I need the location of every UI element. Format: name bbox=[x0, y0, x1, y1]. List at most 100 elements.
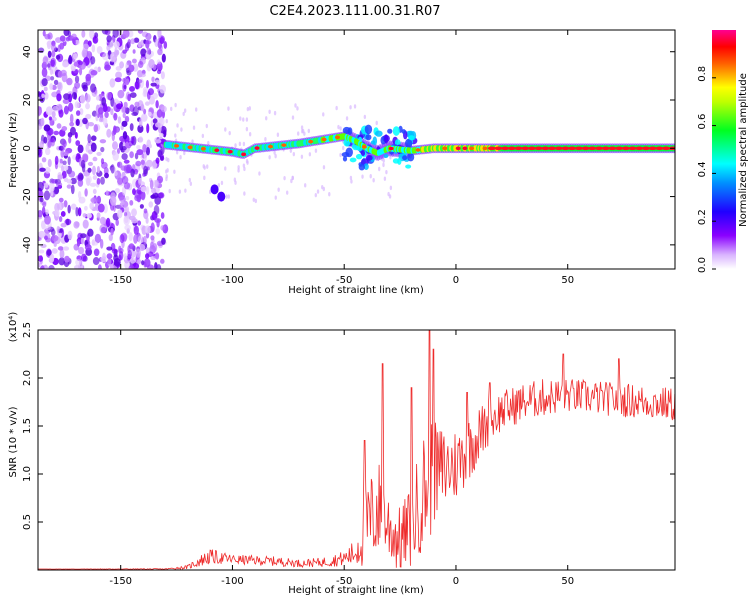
spectrogram-noise-mark bbox=[109, 195, 117, 206]
snr-y-tick-label: 2.5 bbox=[22, 322, 33, 338]
spectrogram-noise-mark bbox=[145, 79, 150, 89]
spectrogram-noise-mark bbox=[124, 115, 130, 123]
spectrogram-noise-mark bbox=[157, 149, 163, 158]
spectrogram-noise-mark bbox=[77, 60, 84, 66]
spectrogram-noise-mark bbox=[68, 102, 74, 112]
snr-x-tick-label: 50 bbox=[561, 576, 574, 587]
spectrogram-noise-mark bbox=[122, 49, 127, 54]
spectrogram-noise-mark bbox=[58, 257, 65, 266]
spectrogram-noise-mark bbox=[155, 157, 160, 164]
colorbar-tick-label: 0.0 bbox=[697, 257, 708, 273]
spectrogram-noise-mark bbox=[140, 48, 147, 57]
spectrogram-faint-mark bbox=[184, 188, 187, 193]
spectrogram-noise-mark bbox=[125, 195, 130, 201]
spectrogram-noise-mark bbox=[95, 111, 99, 122]
spectrogram-trace-peak bbox=[595, 146, 604, 151]
spectrogram-faint-mark bbox=[224, 127, 227, 132]
spectrogram-noise-mark bbox=[60, 211, 66, 217]
spectrogram-noise-mark bbox=[139, 73, 146, 78]
spectrogram-noise-mark bbox=[117, 177, 123, 185]
spectrogram-noise-mark bbox=[123, 159, 130, 164]
spectrogram-noise-mark bbox=[134, 152, 139, 160]
spectrogram-noise-mark bbox=[78, 246, 85, 255]
spectrogram-noise-mark bbox=[90, 70, 98, 76]
spectrogram-faint-mark bbox=[291, 175, 294, 181]
spectrogram-noise-mark bbox=[74, 39, 80, 45]
spectrogram-y-tick-label: 20 bbox=[22, 94, 33, 107]
spectrogram-noise-mark bbox=[70, 184, 75, 195]
snr-x-tick-label: -100 bbox=[221, 576, 244, 587]
spectrogram-noise-mark bbox=[137, 41, 142, 48]
snr-x-tick-label: -50 bbox=[336, 576, 352, 587]
snr-series-line bbox=[38, 330, 675, 570]
spectrogram-noise-mark bbox=[146, 123, 150, 134]
colorbar-label: Normalized spectral amplitude bbox=[738, 73, 749, 227]
spectrogram-noise-mark bbox=[150, 255, 157, 261]
spectrogram-noise-mark bbox=[63, 150, 69, 156]
spectrogram-noise-mark bbox=[113, 50, 118, 58]
snr-y-tick-label: 1.0 bbox=[22, 466, 33, 482]
spectrogram-noise-mark bbox=[129, 200, 134, 206]
spectrogram-noise-mark bbox=[115, 71, 122, 79]
colorbar: 0.0 0.2 0.4 0.6 0.8 Normalized spectral ampl… bbox=[697, 30, 749, 273]
spectrogram-noise-mark bbox=[90, 135, 97, 142]
spectrogram-faint-mark bbox=[165, 118, 168, 124]
spectrogram-noise-mark bbox=[133, 234, 138, 244]
spectrogram-noise-mark bbox=[147, 111, 152, 117]
spectrogram-trace-peak bbox=[254, 146, 260, 150]
spectrogram-faint-mark bbox=[265, 116, 268, 121]
spectrogram-noise-mark bbox=[41, 206, 46, 216]
spectrogram-trace-peak bbox=[415, 148, 421, 152]
spectrogram-noise-mark bbox=[49, 68, 53, 75]
spectrogram-noise-mark bbox=[140, 190, 146, 201]
spectrogram-trace-peak bbox=[601, 146, 610, 151]
spectrogram-noise-mark bbox=[47, 140, 52, 149]
spectrogram-noise-mark bbox=[74, 132, 78, 139]
spectrogram-noise-mark bbox=[57, 174, 64, 180]
spectrogram-noise-mark bbox=[160, 71, 165, 80]
spectrogram-faint-mark bbox=[242, 163, 246, 168]
spectrogram-noise-mark bbox=[68, 136, 72, 144]
spectrogram-noise-mark bbox=[97, 107, 104, 115]
spectrogram-noise-mark bbox=[97, 264, 102, 269]
spectrogram-noise-mark bbox=[43, 92, 49, 100]
spectrogram-noise-mark bbox=[48, 116, 52, 121]
spectrogram-turbulence-blob bbox=[341, 151, 350, 158]
spectrogram-noise-mark bbox=[116, 103, 123, 110]
spectrogram-trace-peak bbox=[574, 146, 583, 151]
spectrogram-noise-mark bbox=[142, 86, 148, 94]
spectrogram-faint-mark bbox=[314, 192, 318, 198]
figure-title: C2E4.2023.111.00.31.R07 bbox=[269, 4, 440, 19]
spectrogram-noise-mark bbox=[114, 77, 122, 83]
spectrogram-noise-mark bbox=[70, 126, 76, 136]
spectrogram-noise-mark bbox=[156, 264, 162, 269]
spectrogram-noise-mark bbox=[65, 218, 70, 226]
spectrogram-faint-mark bbox=[301, 129, 304, 134]
spectrogram-noise-mark bbox=[85, 113, 92, 120]
spectrogram-noise-mark bbox=[138, 117, 143, 128]
spectrogram-noise-mark bbox=[115, 219, 119, 227]
spectrogram-faint-mark bbox=[289, 148, 293, 153]
spectrogram-turbulence-blob bbox=[401, 129, 406, 134]
spectrogram-noise-mark bbox=[89, 182, 97, 187]
spectrogram-turbulence-blob bbox=[349, 157, 357, 163]
spectrogram-x-ticks: -150 -100 -50 0 50 bbox=[109, 30, 574, 286]
spectrogram-noise-mark bbox=[128, 243, 135, 250]
spectrogram-noise-mark bbox=[124, 206, 130, 213]
spectrogram-noise-mark bbox=[80, 233, 87, 239]
spectrogram-trace-peak bbox=[442, 146, 448, 151]
spectrogram-noise-mark bbox=[90, 83, 96, 93]
spectrogram-noise-mark bbox=[122, 82, 127, 92]
spectrogram-noise-mark bbox=[44, 167, 51, 174]
spectrogram-faint-mark bbox=[239, 116, 242, 121]
spectrogram-noise-mark bbox=[88, 149, 93, 155]
spectrogram-trace-peak bbox=[648, 146, 657, 151]
spectrogram-noise-mark bbox=[150, 194, 156, 199]
spectrogram-noise-mark bbox=[53, 130, 60, 136]
spectrogram-noise-mark bbox=[109, 78, 116, 88]
spectrogram-trace-peak bbox=[214, 148, 220, 153]
spectrogram-noise-mark bbox=[57, 44, 61, 53]
spectrogram-faint-mark bbox=[248, 106, 252, 111]
spectrogram-faint-mark bbox=[203, 175, 206, 181]
spectrogram-noise-mark bbox=[121, 120, 128, 127]
